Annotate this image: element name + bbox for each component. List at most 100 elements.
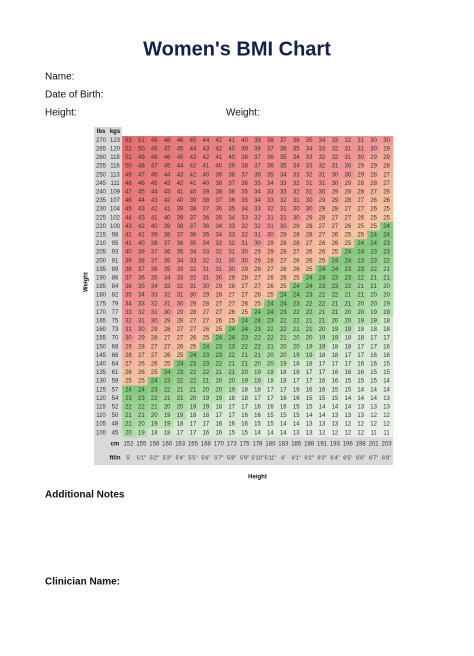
kgs-cell: 82 [112, 293, 119, 299]
bmi-cell-bg [263, 213, 278, 223]
lbs-cell: 260 [96, 155, 107, 161]
bmi-cell: 24 [319, 275, 326, 281]
bmi-cell: 38 [138, 258, 145, 264]
bmi-cell-bg [263, 239, 278, 249]
bmi-cell-bg [328, 376, 342, 386]
bmi-cell-bg [147, 222, 162, 231]
bmi-cell: 42 [190, 172, 197, 178]
bmi-cell-bg [173, 247, 187, 257]
bmi-cell-bg [341, 333, 355, 343]
bmi-cell: 23 [344, 275, 351, 281]
bmi-cell-bg [147, 204, 162, 214]
bmi-cell-bg [212, 204, 226, 214]
bmi-cell-bg [122, 419, 136, 429]
bmi-cell: 29 [254, 250, 261, 256]
bmi-cell-bg [276, 385, 291, 395]
bmi-cell: 43 [190, 155, 197, 161]
bmi-cell: 41 [190, 181, 197, 187]
bmi-cell: 43 [138, 207, 145, 213]
bmi-cell: 13 [370, 404, 377, 410]
bmi-cell: 32 [190, 275, 197, 281]
bmi-cell: 20 [280, 344, 287, 350]
bmi-cell-bg [160, 299, 174, 309]
bmi-cell: 22 [319, 301, 326, 307]
bmi-cell: 18 [215, 404, 222, 410]
bmi-cell: 17 [267, 387, 274, 393]
bmi-cell-bg [173, 161, 187, 171]
bmi-cell: 28 [306, 224, 313, 230]
bmi-cell-bg [134, 144, 149, 154]
bmi-cell: 30 [370, 138, 377, 144]
bmi-cell-bg [160, 161, 174, 171]
ftin-cell: 5'8" [227, 455, 236, 461]
bmi-cell: 21 [125, 413, 132, 419]
bmi-cell-bg [315, 213, 329, 223]
bmi-cell: 16 [293, 396, 300, 402]
kgs-cell: 66 [112, 353, 119, 359]
bmi-cell: 24 [383, 232, 390, 238]
bmi-cell-bg [328, 351, 342, 360]
bmi-cell-bg [173, 351, 187, 360]
bmi-cell: 26 [332, 241, 339, 247]
bmi-cell: 39 [254, 138, 261, 144]
bmi-cell-bg [199, 351, 213, 360]
bmi-cell: 34 [151, 284, 158, 290]
cm-cell: 180 [265, 442, 276, 448]
bmi-cell: 27 [190, 327, 197, 333]
bmi-cell-bg [276, 411, 291, 421]
bmi-cell: 37 [228, 181, 235, 187]
bmi-cell-bg [122, 161, 136, 171]
bmi-cell: 28 [319, 215, 326, 221]
bmi-cell: 31 [177, 293, 184, 299]
lbs-cell: 160 [96, 327, 107, 333]
bmi-cell-bg [251, 239, 265, 249]
bmi-cell-bg [341, 290, 355, 300]
bmi-cell: 34 [254, 198, 261, 204]
bmi-cell: 18 [228, 396, 235, 402]
bmi-cell-bg [315, 196, 329, 206]
lbs-cell: 115 [96, 404, 106, 410]
ftin-cell: 5'10" [251, 455, 263, 461]
bmi-cell: 16 [293, 387, 300, 393]
bmi-cell: 37 [254, 155, 261, 161]
y-label: Weight [84, 272, 90, 292]
bmi-cell-bg [186, 170, 200, 180]
bmi-cell: 35 [164, 267, 171, 273]
ftin-cell: 6'2" [305, 455, 314, 461]
bmi-cell-bg [367, 333, 381, 343]
kgs-cell: 52 [112, 404, 119, 410]
bmi-cell-bg [147, 144, 162, 154]
bmi-cell: 28 [190, 310, 197, 316]
bmi-cell-bg [186, 282, 200, 292]
bmi-cell-bg [341, 265, 355, 274]
bmi-cell: 26 [306, 258, 313, 264]
bmi-cell: 27 [319, 224, 326, 230]
bmi-cell-bg [186, 179, 200, 188]
bmi-cell: 26 [177, 344, 184, 350]
bmi-cell-bg [147, 394, 162, 403]
bmi-cell-bg [238, 376, 252, 386]
bmi-cell-bg [225, 136, 239, 145]
bmi-cell: 26 [344, 224, 351, 230]
bmi-cell: 21 [344, 301, 351, 307]
bmi-cell-bg [380, 247, 394, 257]
bmi-cell-bg [199, 402, 213, 412]
bmi-cell-bg [328, 170, 342, 180]
bmi-cell: 12 [370, 422, 377, 428]
bmi-cell: 37 [215, 198, 222, 204]
kgs-cell: 102 [110, 215, 121, 221]
bmi-cell: 43 [138, 215, 145, 221]
bmi-cell-bg [134, 419, 149, 429]
bmi-cell: 27 [125, 361, 132, 367]
bmi-cell: 18 [383, 318, 390, 324]
bmi-cell-bg [134, 187, 149, 197]
bmi-cell-bg [263, 333, 278, 343]
bmi-cell: 21 [306, 318, 313, 324]
bmi-cell-bg [380, 411, 394, 421]
bmi-cell-bg [328, 428, 342, 438]
bmi-cell: 24 [344, 250, 351, 256]
bmi-cell: 14 [280, 422, 287, 428]
bmi-cell: 13 [383, 396, 390, 402]
bmi-cell: 44 [190, 146, 197, 152]
bmi-cell-bg [315, 204, 329, 214]
